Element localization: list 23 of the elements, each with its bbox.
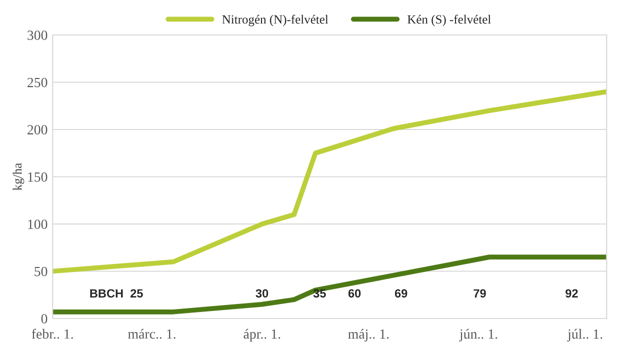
- y-tick-label: 0: [41, 314, 48, 324]
- y-tick-label: 250: [28, 78, 48, 88]
- annotation: 30: [256, 289, 268, 298]
- x-tick-label: jún.. 1.: [459, 328, 498, 342]
- legend-label: Kén (S) -felvétel: [408, 14, 491, 26]
- annotation: 35: [313, 289, 326, 298]
- annotation: 69: [394, 289, 408, 298]
- annotation: 60: [348, 289, 361, 298]
- y-axis-title: kg/ha: [12, 163, 24, 190]
- y-tick-label: 300: [28, 30, 48, 40]
- x-tick-label: febr.. 1.: [32, 328, 73, 339]
- legend-label: Nitrogén (N)-felvétel: [222, 14, 328, 26]
- x-tick-label: júl.. 1.: [567, 328, 602, 342]
- x-tick-label: ápr.. 1.: [244, 328, 280, 342]
- annotation: 92: [566, 289, 578, 298]
- y-tick-label: 200: [28, 125, 48, 134]
- y-tick-label: 50: [34, 266, 48, 276]
- annotation: BBCH 25: [90, 289, 143, 298]
- x-tick-label: márc.. 1.: [128, 328, 176, 339]
- x-tick-label: máj.. 1.: [348, 328, 389, 342]
- y-tick-label: 150: [28, 172, 48, 182]
- y-tick-label: 100: [28, 220, 48, 229]
- annotation: 79: [474, 289, 486, 298]
